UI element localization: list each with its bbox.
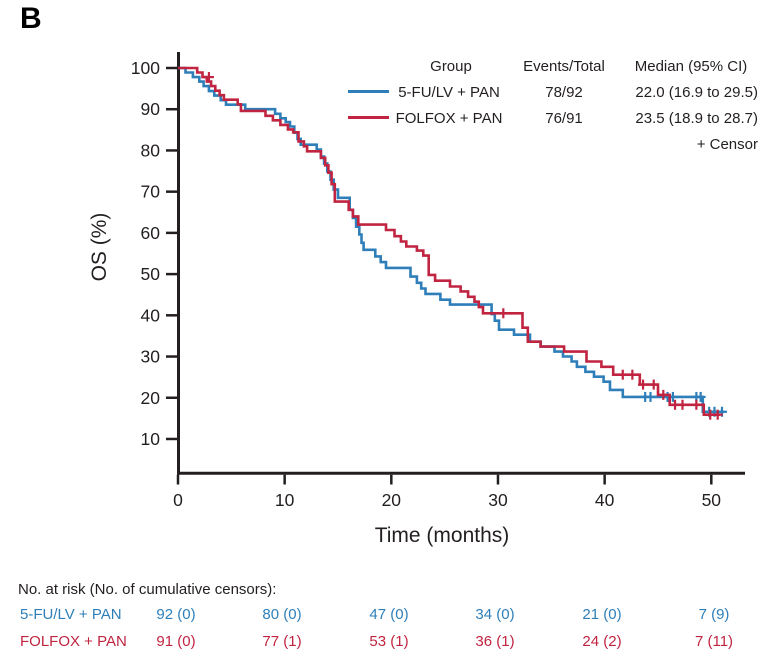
legend-median-ci: 23.5 (18.9 to 28.7) <box>635 110 758 127</box>
risk-value: 53 (1) <box>369 633 409 650</box>
legend-median-ci: 22.0 (16.9 to 29.5) <box>635 84 758 101</box>
risk-value: 24 (2) <box>582 633 622 650</box>
legend-header-group: Group <box>430 58 472 75</box>
y-tick-label: 80 <box>141 140 161 160</box>
x-tick-label: 30 <box>488 490 508 510</box>
y-tick-label: 70 <box>141 182 161 202</box>
risk-value: 80 (0) <box>262 606 302 623</box>
y-tick-label: 60 <box>141 223 161 243</box>
x-tick-label: 0 <box>173 490 183 510</box>
risk-value: 7 (11) <box>694 633 734 650</box>
x-tick-label: 50 <box>702 490 722 510</box>
y-tick-label: 20 <box>141 388 161 408</box>
legend-series-name: FOLFOX + PAN <box>395 110 503 127</box>
risk-value: 91 (0) <box>156 633 196 650</box>
legend-header-median-ci: Median (95% CI) <box>634 58 748 75</box>
survival-curve-5-fu-lv-pan <box>178 66 725 414</box>
x-axis-title: Time (months) <box>374 524 510 547</box>
legend-events-total: 76/91 <box>545 110 583 127</box>
risk-value: 7 (9) <box>698 606 730 623</box>
risk-value: 36 (1) <box>475 633 515 650</box>
y-tick-label: 100 <box>131 58 160 78</box>
risk-row-label: FOLFOX + PAN <box>20 633 127 650</box>
y-axis-title: OS (%) <box>88 212 111 282</box>
y-tick-label: 50 <box>141 264 161 284</box>
legend-header-events-total: Events/Total <box>523 58 605 75</box>
panel-label: B <box>20 2 42 35</box>
risk-value: 47 (0) <box>369 606 409 623</box>
legend-series-name: 5-FU/LV + PAN <box>398 84 500 101</box>
risk-table-header: No. at risk (No. of cumulative censors): <box>18 581 277 598</box>
y-tick-label: 40 <box>141 305 161 325</box>
legend-events-total: 78/92 <box>545 84 583 101</box>
y-tick-label: 30 <box>141 347 161 367</box>
legend-line-swatch-5fulv <box>348 90 389 93</box>
x-tick-label: 10 <box>275 490 295 510</box>
risk-value: 34 (0) <box>475 606 515 623</box>
y-tick-label: 90 <box>141 99 161 119</box>
risk-value: 77 (1) <box>262 633 302 650</box>
risk-value: 21 (0) <box>582 606 622 623</box>
legend-line-swatch-folfox <box>348 116 389 119</box>
survival-curve-folfox-pan <box>178 66 720 416</box>
x-tick-label: 20 <box>382 490 402 510</box>
x-tick-label: 40 <box>595 490 615 510</box>
risk-value: 92 (0) <box>156 606 196 623</box>
censor-note: + Censor <box>696 136 758 153</box>
y-tick-label: 10 <box>141 429 161 449</box>
risk-row-label: 5-FU/LV + PAN <box>20 606 122 623</box>
